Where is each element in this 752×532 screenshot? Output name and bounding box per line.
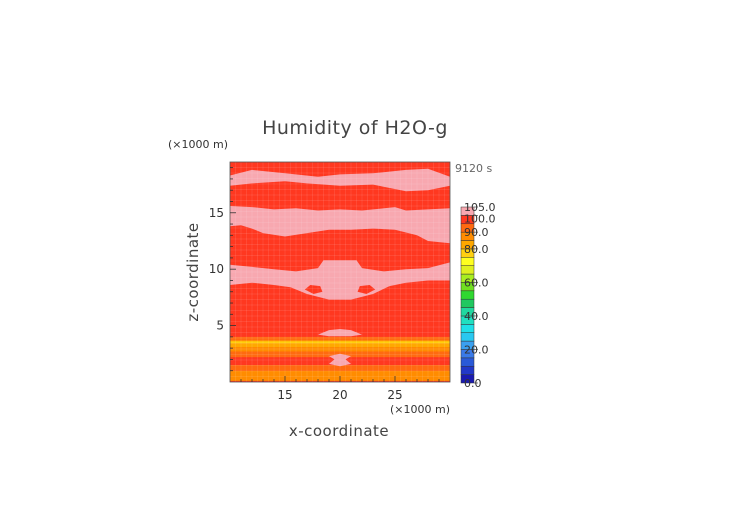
saturated-region-3 xyxy=(318,329,362,337)
humidity-band-1 xyxy=(230,370,450,381)
colorbar-label-2: 40.0 xyxy=(464,310,489,323)
saturated-region-1 xyxy=(230,206,450,244)
saturated-region-2 xyxy=(230,260,450,300)
subsaturated-pocket-1 xyxy=(357,285,376,294)
time-label: 9120 s xyxy=(455,162,492,175)
colorbar-label-7: 105.0 xyxy=(464,201,496,214)
colorbar-label-5: 90.0 xyxy=(464,226,489,239)
colorbar-segment-2 xyxy=(460,357,475,367)
colorbar-label-4: 80.0 xyxy=(464,243,489,256)
x-tick-label-1: 20 xyxy=(332,388,347,402)
chart-title: Humidity of H2O-g xyxy=(262,117,448,139)
colorbar-label-3: 60.0 xyxy=(464,276,489,289)
x-tick-label-2: 25 xyxy=(387,388,402,402)
humidity-band-2 xyxy=(230,365,450,371)
saturated-region-4 xyxy=(329,353,351,367)
colorbar-label-1: 20.0 xyxy=(464,343,489,356)
y-tick-label-1: 10 xyxy=(209,262,224,276)
colorbar-segment-5 xyxy=(460,332,475,342)
colorbar-segment-13 xyxy=(460,265,475,275)
colorbar-segment-1 xyxy=(460,365,475,375)
plot-grid xyxy=(230,162,450,382)
y-axis-label: z-coordinate xyxy=(184,222,202,321)
x-tick-label-0: 15 xyxy=(277,388,292,402)
colorbar-segment-14 xyxy=(460,257,475,266)
colorbar-label-6: 100.0 xyxy=(464,212,496,225)
z-unit-label: (×1000 m) xyxy=(168,138,228,151)
colorbar-segment-20 xyxy=(460,206,475,216)
y-axis: 5 10 15 xyxy=(209,167,236,372)
humidity-band-5 xyxy=(230,340,450,348)
humidity-band-7 xyxy=(230,336,450,341)
x-unit-label: (×1000 m) xyxy=(390,403,450,416)
x-axis: 15 20 25 xyxy=(240,376,440,402)
y-tick-label-2: 15 xyxy=(209,206,224,220)
y-tick-label-0: 5 xyxy=(216,319,224,333)
saturated-region-0 xyxy=(230,168,450,192)
x-axis-label: x-coordinate xyxy=(289,422,389,440)
colorbar-segment-9 xyxy=(460,298,475,308)
colorbar-segment-6 xyxy=(460,324,475,333)
colorbar-segment-10 xyxy=(460,290,475,300)
humidity-band-6 xyxy=(230,341,450,344)
humidity-band-4 xyxy=(230,347,450,352)
colorbar-label-0: 0.0 xyxy=(464,377,482,390)
subsaturated-pocket-0 xyxy=(304,285,323,294)
plot-area xyxy=(230,162,450,382)
